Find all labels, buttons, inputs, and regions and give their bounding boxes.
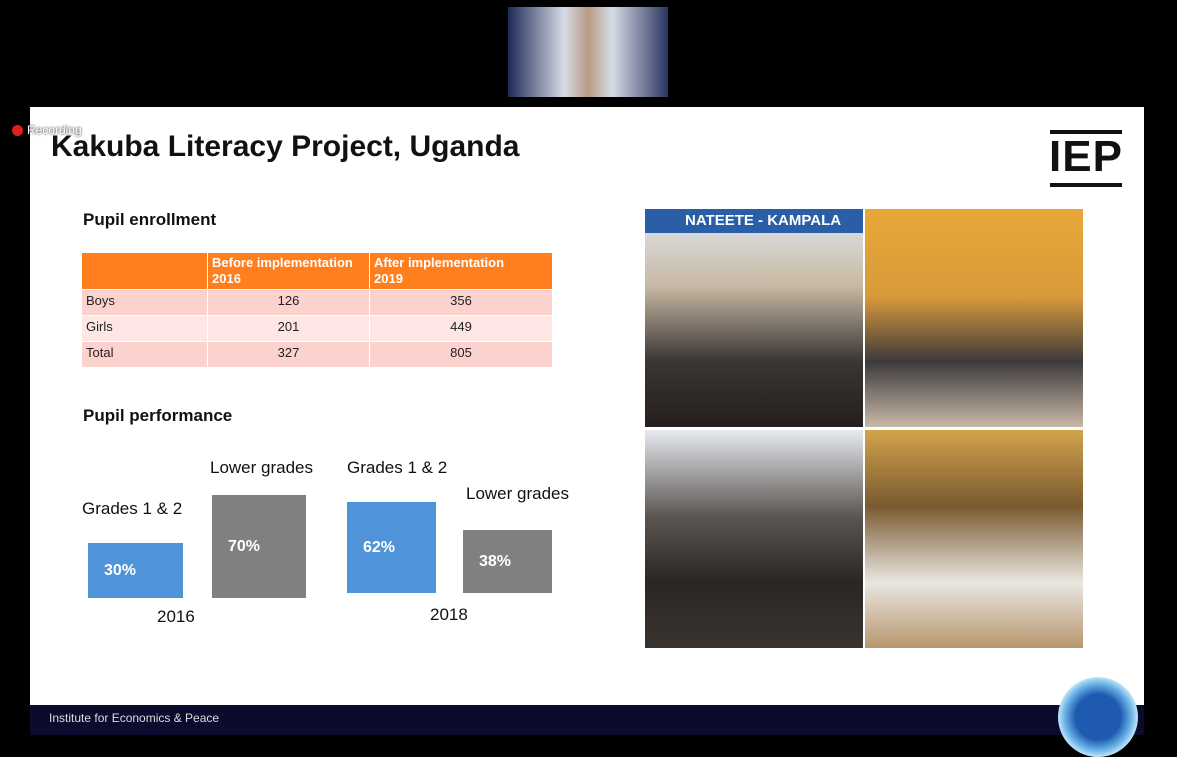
screen: Recording Kakuba Literacy Project, Ugand…	[12, 7, 1144, 757]
bar	[88, 543, 183, 598]
bar-value: 30%	[104, 561, 137, 579]
enrollment-table: Before implementation 2016 After implemen…	[82, 253, 552, 368]
bar-label: Grades 1 & 2	[82, 499, 183, 518]
header-cell: Before implementation 2016	[208, 253, 369, 289]
slide-title: Kakuba Literacy Project, Uganda	[51, 130, 520, 163]
table-cell: Total	[82, 342, 207, 367]
photo	[645, 209, 863, 427]
footer-bar	[30, 705, 1144, 735]
year-label: 2016	[157, 607, 195, 626]
table-cell: 356	[370, 290, 552, 315]
bar-value: 38%	[479, 552, 512, 570]
table-cell: Girls	[82, 316, 207, 341]
table-cell: 449	[370, 316, 552, 341]
photo-banner: NATEETE - KAMPALA	[685, 212, 842, 229]
logo: IEP	[1049, 132, 1123, 181]
recording-dot	[12, 125, 23, 136]
bar-value: 70%	[228, 537, 261, 555]
logo-bar-bottom	[1050, 183, 1122, 187]
performance-heading: Pupil performance	[83, 406, 233, 425]
table-cell: Boys	[82, 290, 207, 315]
recording-label: Recording	[27, 123, 82, 137]
bar-label: Grades 1 & 2	[347, 458, 448, 477]
bar-label: Lower grades	[466, 484, 570, 503]
bar-value: 62%	[363, 538, 396, 556]
photo	[865, 209, 1083, 427]
photo	[645, 430, 863, 648]
bar	[463, 530, 552, 593]
enrollment-heading: Pupil enrollment	[83, 210, 217, 229]
bar	[212, 495, 306, 598]
video-thumb	[508, 7, 668, 97]
footer-text: Institute for Economics & Peace	[49, 711, 220, 725]
table-cell: 327	[208, 342, 369, 367]
table-cell: 201	[208, 316, 369, 341]
year-label: 2018	[430, 605, 468, 624]
table-cell: 126	[208, 290, 369, 315]
bar	[347, 502, 436, 593]
photo	[865, 430, 1083, 648]
bar-label: Lower grades	[210, 458, 314, 477]
table-cell: 805	[370, 342, 552, 367]
logo-bar-top	[1050, 130, 1122, 134]
header-cell: After implementation 2019	[370, 253, 552, 289]
header-cell	[82, 253, 207, 289]
avatar-ring	[1058, 677, 1138, 757]
photo-banner-bg	[645, 209, 863, 233]
photo-collage: NATEETE - KAMPALA	[645, 209, 1083, 648]
